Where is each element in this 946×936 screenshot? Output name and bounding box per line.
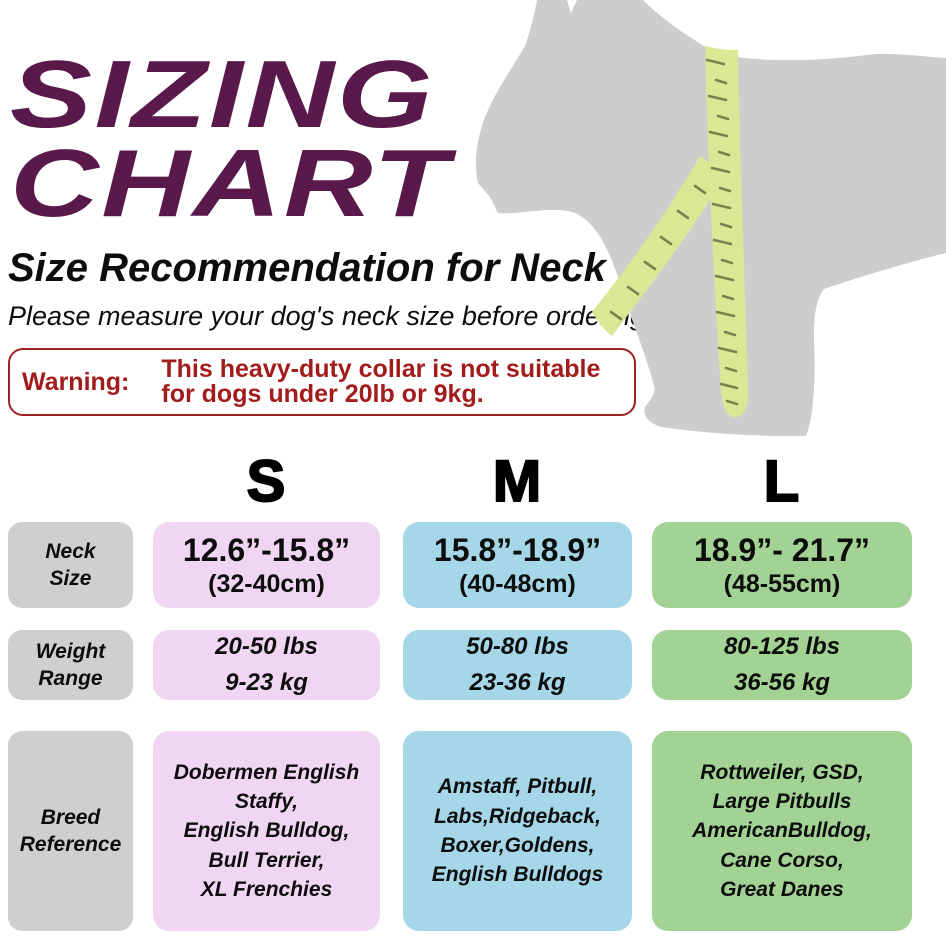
row-label-breed-reference: Breed Reference bbox=[8, 731, 133, 931]
weight-range-cell-m: 50-80 lbs 23-36 kg bbox=[403, 630, 632, 700]
subtitle: Size Recommendation for Neck bbox=[8, 246, 606, 290]
weight-range-cell-s: 20-50 lbs 9-23 kg bbox=[153, 630, 380, 700]
dog-silhouette-with-measuring-tape-icon bbox=[476, 0, 946, 437]
neck-size-cm-l: (48-55cm) bbox=[723, 569, 841, 598]
page-title: SIZING CHART bbox=[10, 41, 451, 238]
neck-size-inches-l: 18.9”- 21.7” bbox=[693, 531, 871, 568]
warning-text-line2: for dogs under 20lb or 9kg. bbox=[161, 380, 484, 408]
weight-lbs-l: 80-125 lbs bbox=[723, 633, 841, 660]
weight-lbs-s: 20-50 lbs bbox=[215, 633, 318, 660]
dog-illustration bbox=[470, 0, 946, 442]
warning-label: Warning: bbox=[22, 367, 130, 396]
breed-reference-cell-l: Rottweiler, GSD, Large Pitbulls American… bbox=[652, 731, 912, 931]
weight-kg-l: 36-56 kg bbox=[733, 669, 831, 696]
page-title-line1: SIZING bbox=[10, 41, 435, 148]
neck-size-cell-s: 12.6”-15.8” (32-40cm) bbox=[153, 522, 380, 608]
page-title-line2: CHART bbox=[10, 130, 451, 238]
warning-text-line1: This heavy-duty collar is not suitable bbox=[161, 354, 601, 383]
size-column-header-l: L bbox=[763, 448, 801, 515]
measure-note: Please measure your dog's neck size befo… bbox=[8, 301, 646, 331]
weight-kg-m: 23-36 kg bbox=[469, 669, 566, 696]
neck-size-cell-m: 15.8”-18.9” (40-48cm) bbox=[403, 522, 632, 608]
neck-size-inches-m: 15.8”-18.9” bbox=[433, 531, 602, 568]
row-label-weight-range: Weight Range bbox=[8, 630, 133, 700]
tape-tick-marks bbox=[609, 58, 739, 406]
neck-size-cm-m: (40-48cm) bbox=[459, 569, 576, 598]
weight-kg-s: 9-23 kg bbox=[225, 669, 308, 696]
neck-size-inches-s: 12.6”-15.8” bbox=[182, 531, 351, 568]
weight-lbs-m: 50-80 lbs bbox=[466, 633, 569, 660]
warning-text: This heavy-duty collar is not suitable f… bbox=[161, 354, 601, 408]
warning-box: Warning: This heavy-duty collar is not s… bbox=[8, 348, 636, 416]
breed-reference-cell-s: Dobermen English Staffy, English Bulldog… bbox=[153, 731, 380, 931]
measuring-tape-neck-band bbox=[592, 156, 726, 336]
neck-size-cell-l: 18.9”- 21.7” (48-55cm) bbox=[652, 522, 912, 608]
weight-range-cell-l: 80-125 lbs 36-56 kg bbox=[652, 630, 912, 700]
neck-size-cm-s: (32-40cm) bbox=[208, 569, 325, 598]
size-column-header-s: S bbox=[246, 448, 287, 515]
breed-reference-cell-m: Amstaff, Pitbull, Labs,Ridgeback, Boxer,… bbox=[403, 731, 632, 931]
row-label-neck-size: Neck Size bbox=[8, 522, 133, 608]
measuring-tape-girth-band bbox=[705, 46, 749, 418]
size-column-header-m: M bbox=[492, 448, 543, 515]
dog-body-shape bbox=[476, 0, 946, 437]
